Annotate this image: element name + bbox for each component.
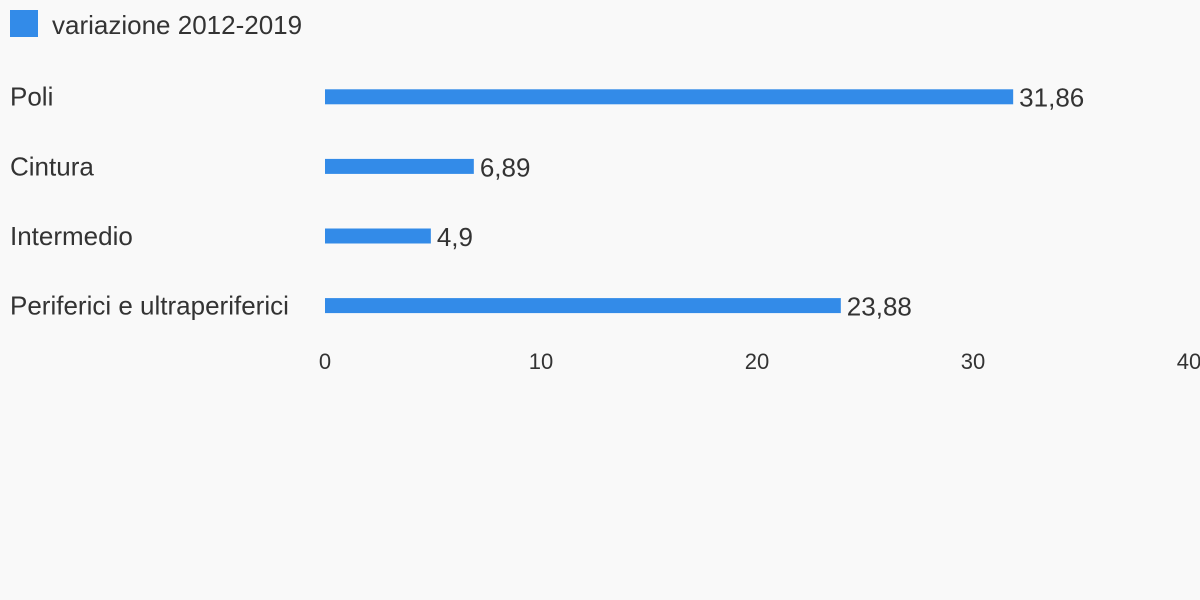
value-label: 23,88 — [847, 291, 912, 321]
bar — [325, 228, 431, 244]
x-tick-label: 40 — [1177, 349, 1200, 374]
y-tick-label: Intermedio — [10, 221, 133, 251]
y-tick-label: Cintura — [10, 151, 94, 181]
value-label: 6,89 — [480, 152, 531, 182]
bar — [325, 158, 474, 174]
legend-swatch — [10, 10, 38, 37]
x-tick-label: 10 — [529, 349, 553, 374]
x-tick-label: 0 — [319, 349, 331, 374]
x-tick-label: 20 — [745, 349, 769, 374]
y-tick-label: Poli — [10, 82, 53, 112]
x-tick-label: 30 — [961, 349, 985, 374]
value-label: 31,86 — [1019, 83, 1084, 113]
y-tick-label: Periferici e ultraperiferici — [10, 290, 289, 320]
legend-label: variazione 2012-2019 — [52, 10, 302, 40]
bar — [325, 89, 1014, 105]
value-label: 4,9 — [437, 222, 473, 252]
bar — [325, 298, 841, 314]
